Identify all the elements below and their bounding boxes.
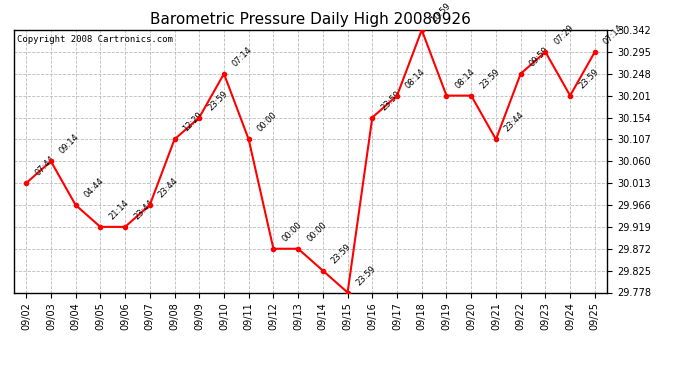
Text: 00:00: 00:00 xyxy=(255,111,279,134)
Text: 23:59: 23:59 xyxy=(478,67,502,90)
Text: 23:44: 23:44 xyxy=(132,198,155,221)
Text: 21:14: 21:14 xyxy=(107,198,130,221)
Text: 00:00: 00:00 xyxy=(280,220,304,243)
Text: 10:59: 10:59 xyxy=(428,1,452,24)
Text: 23:59: 23:59 xyxy=(577,67,600,90)
Text: 09:14: 09:14 xyxy=(58,132,81,156)
Text: 23:44: 23:44 xyxy=(503,111,526,134)
Text: 04:44: 04:44 xyxy=(83,176,106,200)
Text: 09:59: 09:59 xyxy=(528,45,551,68)
Text: 23:59: 23:59 xyxy=(206,89,230,112)
Text: 23:59: 23:59 xyxy=(330,242,353,265)
Text: 08:14: 08:14 xyxy=(404,67,427,90)
Text: 07:44: 07:44 xyxy=(33,154,57,178)
Text: 23:59: 23:59 xyxy=(355,264,378,287)
Text: 08:14: 08:14 xyxy=(453,67,477,90)
Text: 07:14: 07:14 xyxy=(602,23,625,46)
Text: 07:29: 07:29 xyxy=(552,23,575,46)
Text: 00:00: 00:00 xyxy=(305,220,328,243)
Text: 23:59: 23:59 xyxy=(380,89,402,112)
Text: 23:44: 23:44 xyxy=(157,176,180,200)
Text: 12:29: 12:29 xyxy=(181,111,205,134)
Text: Copyright 2008 Cartronics.com: Copyright 2008 Cartronics.com xyxy=(17,35,172,44)
Title: Barometric Pressure Daily High 20080926: Barometric Pressure Daily High 20080926 xyxy=(150,12,471,27)
Text: 07:14: 07:14 xyxy=(231,45,254,68)
